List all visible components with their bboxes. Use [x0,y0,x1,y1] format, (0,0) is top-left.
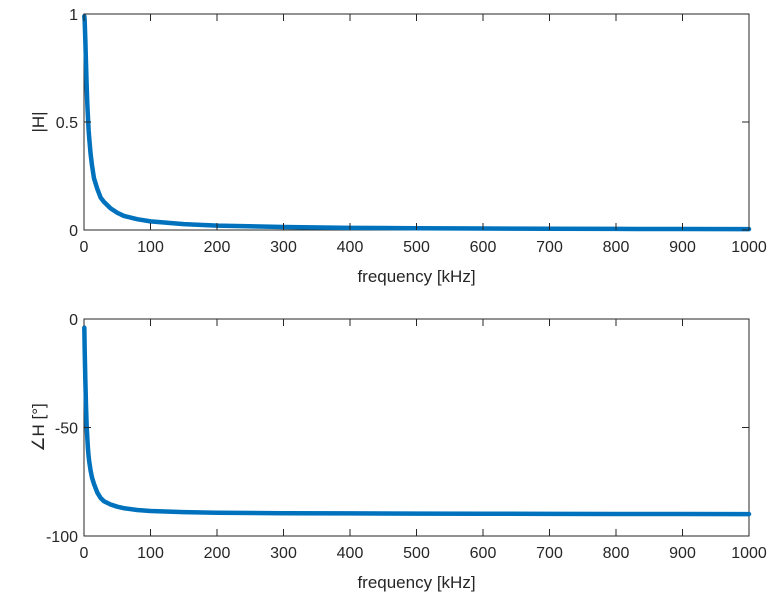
phase-xtick-label: 0 [80,545,89,562]
magnitude-xlabel: frequency [kHz] [357,267,475,286]
magnitude-xtick-label: 400 [337,239,364,256]
phase-ytick-label: -50 [55,421,78,438]
phase-xtick-label: 1000 [731,545,767,562]
phase-xtick-label: 700 [536,545,563,562]
magnitude-plot-area [83,13,750,231]
phase-xtick-label: 800 [603,545,630,562]
phase-axes: 0 100 200 300 400 500 600 700 800 900 1000 -100 -50 0… [29,312,767,592]
phase-ytick-label: 0 [69,312,78,329]
magnitude-ytick-label: 0.5 [56,115,78,132]
phase-xtick-label: 300 [270,545,297,562]
magnitude-xtick-label: 0 [80,239,89,256]
phase-xtick-label: 900 [669,545,696,562]
phase-xtick-label: 500 [403,545,430,562]
phase-xlabel: frequency [kHz] [357,573,475,592]
magnitude-ytick-label: 1 [69,7,78,24]
phase-ylabel: ∠H [°] [29,403,48,452]
magnitude-xtick-label: 600 [470,239,497,256]
magnitude-axes: 0 100 200 300 400 500 600 700 800 900 1000 0 0.5 1 fre… [29,7,767,286]
magnitude-xtick-label: 200 [204,239,231,256]
magnitude-xtick-label: 700 [536,239,563,256]
magnitude-xtick-label: 300 [270,239,297,256]
magnitude-series-line [82,13,752,232]
magnitude-xtick-label: 800 [603,239,630,256]
magnitude-ytick-label: 0 [69,223,78,240]
magnitude-ylabel: |H| [29,111,48,132]
phase-plot-area [83,318,750,537]
magnitude-xtick-label: 900 [669,239,696,256]
magnitude-xtick-label: 1000 [731,239,767,256]
phase-xtick-label: 100 [137,545,164,562]
phase-xtick-label: 600 [470,545,497,562]
phase-ytick-label: -100 [46,529,78,546]
magnitude-xtick-label: 500 [403,239,430,256]
phase-series-line [82,325,752,517]
magnitude-xtick-label: 100 [137,239,164,256]
phase-xtick-label: 200 [204,545,231,562]
phase-xtick-label: 400 [337,545,364,562]
